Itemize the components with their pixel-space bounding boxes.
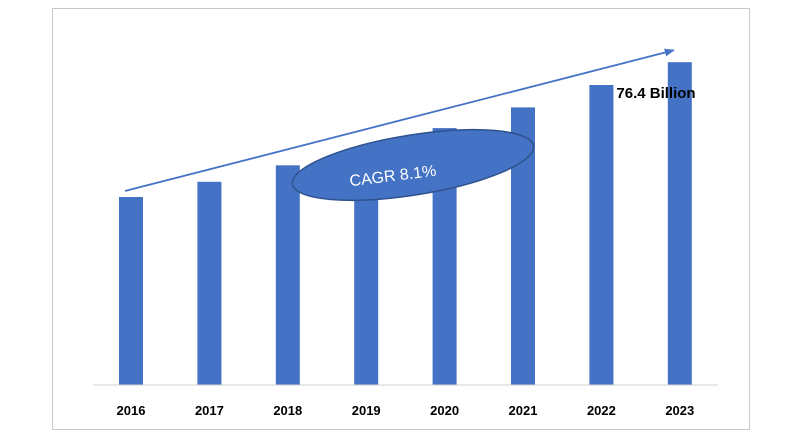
bar-chart: 2016 2017 2018 2019 2020 2021 2022 2023 CAGR 8.… — [93, 48, 718, 418]
x-tick-label-2019: 2019 — [352, 403, 381, 418]
bar-2022 — [589, 85, 614, 385]
end-value-label: 76.4 Billion — [616, 85, 695, 102]
x-tick-label-2022: 2022 — [587, 403, 616, 418]
x-tick-label-2020: 2020 — [430, 403, 459, 418]
x-tick-label-2021: 2021 — [509, 403, 538, 418]
bar-2018 — [275, 165, 300, 385]
bar-2023 — [667, 62, 692, 385]
cagr-ellipse — [291, 129, 535, 201]
x-tick-label-2017: 2017 — [195, 403, 224, 418]
trend-arrow — [124, 48, 675, 192]
x-tick-label-2016: 2016 — [117, 403, 146, 418]
chart-frame: 2016 2017 2018 2019 2020 2021 2022 2023 CAGR 8.… — [52, 8, 750, 430]
x-tick-label-2023: 2023 — [665, 403, 694, 418]
x-tick-label-2018: 2018 — [273, 403, 302, 418]
bar-2017 — [197, 181, 222, 385]
bar-2016 — [119, 197, 143, 385]
